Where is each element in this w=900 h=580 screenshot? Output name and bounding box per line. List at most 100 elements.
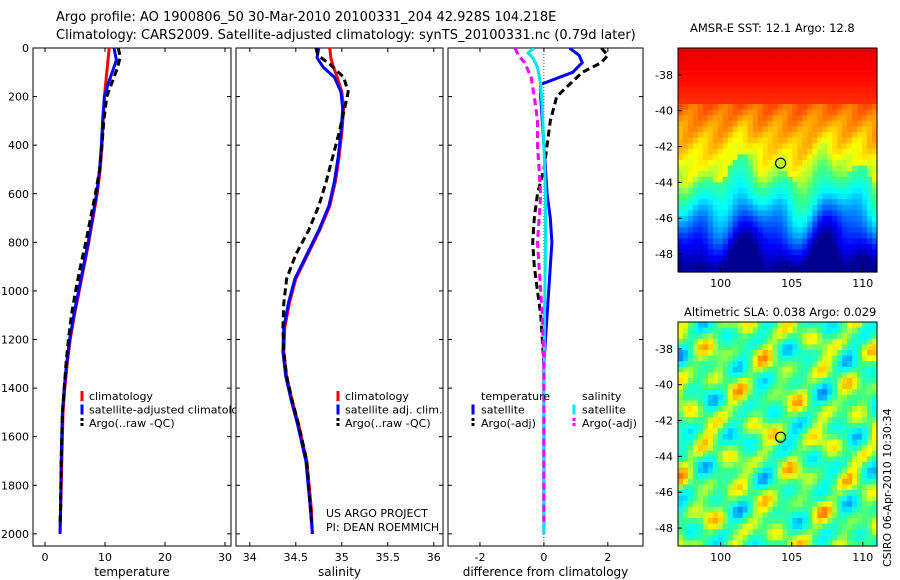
sla-map-cell — [717, 422, 724, 429]
sla-map-cell — [737, 344, 744, 351]
sla-map-cell — [727, 389, 734, 396]
sla-map-cell — [678, 422, 684, 429]
sst-map-cell — [792, 148, 798, 155]
sst-map-cell — [757, 59, 764, 66]
sla-map-cell — [732, 540, 739, 547]
sst-map-cell — [832, 216, 838, 223]
sla-map-cell — [837, 506, 843, 513]
sla-map-cell — [802, 456, 808, 463]
sla-map-cell — [832, 400, 838, 407]
sla-map-cell — [847, 355, 853, 362]
sst-map-cell — [802, 216, 808, 223]
sla-map-cell — [737, 490, 744, 497]
sla-map-cell — [772, 411, 779, 418]
sla-map-cell — [737, 462, 744, 469]
sla-map-cell — [852, 540, 858, 547]
sst-map-cell — [717, 132, 724, 139]
sla-map-cell — [862, 361, 868, 368]
sst-map-cell — [707, 143, 714, 150]
sst-map-cell — [817, 176, 823, 183]
sst-map-cell — [678, 227, 684, 234]
sla-map-cell — [722, 462, 729, 469]
sst-map-cell — [827, 53, 833, 60]
sst-map-cell — [817, 221, 823, 228]
sla-map-cell — [807, 372, 813, 379]
sst-map-cell — [867, 238, 873, 245]
sst-map-cell — [782, 48, 789, 55]
sla-map-cell — [782, 478, 789, 485]
sla-map-cell — [827, 355, 833, 362]
sla-map-cell — [872, 344, 878, 351]
sst-map-cell — [862, 199, 868, 206]
sst-map-cell — [747, 120, 754, 127]
sla-map-cell — [762, 523, 769, 530]
sla-map-cell — [842, 495, 848, 502]
sst-map-cell — [712, 249, 719, 256]
sst-map-cell — [867, 53, 873, 60]
sla-map-cell — [747, 322, 754, 329]
sst-map-cell — [678, 255, 684, 262]
sla-map-cell — [742, 439, 749, 446]
sla-map-cell — [727, 400, 734, 407]
sla-map-cell — [752, 378, 759, 385]
sst-map-cell — [687, 204, 694, 211]
sla-map-cell — [832, 434, 838, 441]
sst-map-cell — [692, 143, 699, 150]
sla-map-cell — [802, 338, 808, 345]
sla-map-cell — [707, 512, 714, 519]
sst-map-cell — [787, 81, 794, 88]
sla-map-cell — [802, 473, 808, 480]
sst-map-cell — [742, 120, 749, 127]
sst-map-cell — [827, 188, 833, 195]
sst-map-cell — [817, 70, 823, 77]
sla-map-cell — [777, 512, 784, 519]
sst-map-cell — [857, 255, 863, 262]
sla-map-cell — [837, 383, 843, 390]
sla-map-cell — [747, 366, 754, 373]
sla-map-cell — [678, 389, 684, 396]
sla-map-cell — [772, 540, 779, 547]
sst-map-cell — [682, 92, 689, 99]
sst-map-cell — [862, 238, 868, 245]
sst-map-cell — [832, 238, 838, 245]
sst-map-cell — [802, 148, 808, 155]
sst-map-cell — [797, 76, 803, 83]
sla-map-cell — [682, 534, 689, 541]
sla-map-cell — [742, 478, 749, 485]
sst-map-cell — [797, 193, 803, 200]
sla-map-cell — [802, 394, 808, 401]
sla-map-cell — [682, 462, 689, 469]
sla-map-cell — [872, 383, 878, 390]
sla-map-cell — [852, 350, 858, 357]
sst-map-cell — [722, 154, 729, 161]
sla-map-cell — [837, 389, 843, 396]
sla-map-cell — [742, 383, 749, 390]
sla-map-cell — [762, 406, 769, 413]
sla-map-cell — [687, 355, 694, 362]
sla-map-cell — [687, 322, 694, 329]
sla-map-cell — [702, 350, 709, 357]
sst-map-cell — [837, 210, 843, 217]
sst-map-cell — [782, 244, 789, 251]
sst-map-cell — [747, 182, 754, 189]
sst-map-cell — [707, 53, 714, 60]
sla-map-cell — [687, 394, 694, 401]
temperature-series-group — [58, 48, 122, 534]
sst-map-cell — [752, 148, 759, 155]
sla-map-cell — [697, 406, 704, 413]
sla-map-cell — [812, 322, 818, 329]
sla-map-cell — [742, 428, 749, 435]
sst-map-cell — [867, 255, 873, 262]
sst-map-cell — [852, 255, 858, 262]
sla-map-cell — [717, 394, 724, 401]
sst-map-cell — [842, 244, 848, 251]
sst-map-cell — [732, 255, 739, 262]
sla-map-cell — [802, 439, 808, 446]
sst-map-cell — [732, 221, 739, 228]
sla-map-cell — [752, 333, 759, 340]
sla-map-cell — [862, 417, 868, 424]
sst-map-cell — [712, 204, 719, 211]
sla-map-cell — [832, 523, 838, 530]
sla-map-cell — [857, 518, 863, 525]
sla-map-cell — [678, 484, 684, 491]
